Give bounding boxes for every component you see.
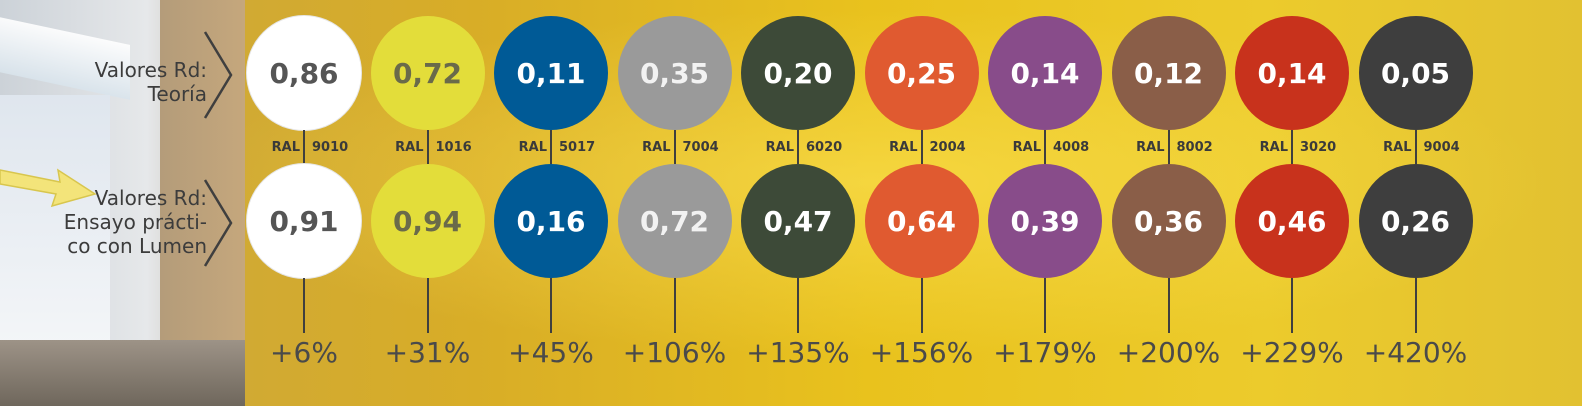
practice-value-circle: 0,39	[988, 164, 1102, 278]
connector-line	[673, 130, 676, 164]
room-window	[0, 95, 110, 355]
swatch-column-2004: 0,25 RAL 2004 0,64 +156%	[862, 0, 982, 406]
practice-label-line2: Ensayo prácti-	[63, 210, 207, 234]
increase-percentage: +106%	[622, 336, 727, 369]
connector-line	[1167, 130, 1170, 164]
theory-value-circle: 0,72	[370, 16, 485, 130]
background-room-photo	[0, 0, 245, 406]
ral-code: 9010	[312, 140, 349, 155]
ral-code: 9004	[1423, 140, 1460, 155]
connector-line	[1167, 278, 1170, 333]
connector-line	[303, 130, 305, 164]
connector-line	[1291, 130, 1293, 164]
ral-code: 6020	[806, 140, 843, 155]
practice-value-circle: 0,46	[1235, 164, 1349, 278]
increase-percentage: +179%	[993, 336, 1097, 369]
swatch-column-6020: 0,20 RAL 6020 0,47 +135%	[738, 0, 858, 406]
theory-label-line1: Valores Rd:	[94, 58, 207, 82]
connector-line	[1414, 278, 1417, 333]
swatch-column-8002: 0,12 RAL 8002 0,36 +200%	[1109, 0, 1229, 406]
theory-value-circle: 0,25	[864, 16, 979, 130]
practice-value-circle: 0,36	[1111, 164, 1226, 278]
theory-value-circle: 0,05	[1358, 16, 1473, 130]
connector-line	[550, 130, 552, 164]
ral-label: RAL	[1012, 140, 1041, 155]
room-floor	[0, 340, 245, 406]
connector-line	[550, 278, 552, 333]
ral-code: 1016	[435, 140, 472, 155]
yellow-arrow-icon	[0, 168, 97, 208]
ral-code: 4008	[1053, 140, 1090, 155]
theory-value-circle: 0,14	[988, 16, 1102, 130]
swatch-column-9004: 0,05 RAL 9004 0,26 +420%	[1356, 0, 1476, 406]
increase-percentage: +156%	[869, 336, 974, 369]
ral-label: RAL	[518, 140, 547, 155]
connector-line	[1291, 278, 1293, 333]
connector-line	[426, 130, 429, 164]
practice-label-line3: co con Lumen	[67, 234, 207, 258]
ral-code: 5017	[559, 140, 596, 155]
swatch-column-9010: 0,86 RAL 9010 0,91 +6%	[244, 0, 364, 406]
ral-code: 2004	[929, 140, 966, 155]
practice-value-circle: 0,47	[741, 164, 855, 278]
connector-line	[1414, 130, 1417, 164]
ral-label: RAL	[395, 140, 424, 155]
increase-percentage: +135%	[746, 336, 850, 369]
increase-percentage: +420%	[1363, 336, 1468, 369]
swatch-column-7004: 0,35 RAL 7004 0,72 +106%	[615, 0, 735, 406]
ral-code: 7004	[682, 140, 719, 155]
swatch-column-4008: 0,14 RAL 4008 0,39 +179%	[985, 0, 1105, 406]
ral-label: RAL	[642, 140, 671, 155]
theory-value-circle: 0,86	[247, 16, 361, 130]
increase-percentage: +31%	[384, 336, 471, 369]
theory-value-circle: 0,14	[1235, 16, 1349, 130]
ral-label: RAL	[271, 140, 300, 155]
swatch-column-3020: 0,14 RAL 3020 0,46 +229%	[1232, 0, 1352, 406]
ral-label: RAL	[1259, 140, 1288, 155]
connector-line	[797, 278, 799, 333]
increase-percentage: +6%	[270, 336, 338, 369]
ral-label: RAL	[889, 140, 918, 155]
connector-line	[920, 130, 923, 164]
practice-value-circle: 0,94	[370, 164, 485, 278]
connector-line	[797, 130, 799, 164]
connector-line	[673, 278, 676, 333]
room-column	[160, 0, 245, 406]
ral-label: RAL	[765, 140, 794, 155]
increase-percentage: +200%	[1116, 336, 1221, 369]
connector-line	[426, 278, 429, 333]
theory-value-circle: 0,35	[617, 16, 732, 130]
connector-line	[1044, 130, 1046, 164]
swatch-column-5017: 0,11 RAL 5017 0,16 +45%	[491, 0, 611, 406]
theory-row-label: Valores Rd: Teoría	[2, 58, 207, 106]
ral-label: RAL	[1383, 140, 1412, 155]
practice-value-circle: 0,72	[617, 164, 732, 278]
theory-label-line2: Teoría	[147, 82, 207, 106]
connector-line	[1044, 278, 1046, 333]
ral-code: 8002	[1176, 140, 1213, 155]
ral-label: RAL	[1136, 140, 1165, 155]
ral-code: 3020	[1300, 140, 1337, 155]
theory-value-circle: 0,12	[1111, 16, 1226, 130]
practice-row-label: Valores Rd: Ensayo prácti- co con Lumen	[2, 186, 207, 258]
increase-percentage: +229%	[1240, 336, 1344, 369]
practice-label-line1: Valores Rd:	[94, 186, 207, 210]
theory-value-circle: 0,11	[494, 16, 608, 130]
theory-value-circle: 0,20	[741, 16, 855, 130]
practice-bracket-icon	[203, 179, 233, 267]
swatch-column-1016: 0,72 RAL 1016 0,94 +31%	[368, 0, 488, 406]
theory-bracket-icon	[203, 31, 233, 119]
practice-value-circle: 0,91	[247, 164, 361, 278]
connector-line	[303, 278, 305, 333]
practice-value-circle: 0,26	[1358, 164, 1473, 278]
practice-value-circle: 0,64	[864, 164, 979, 278]
practice-value-circle: 0,16	[494, 164, 608, 278]
increase-percentage: +45%	[508, 336, 594, 369]
connector-line	[920, 278, 923, 333]
